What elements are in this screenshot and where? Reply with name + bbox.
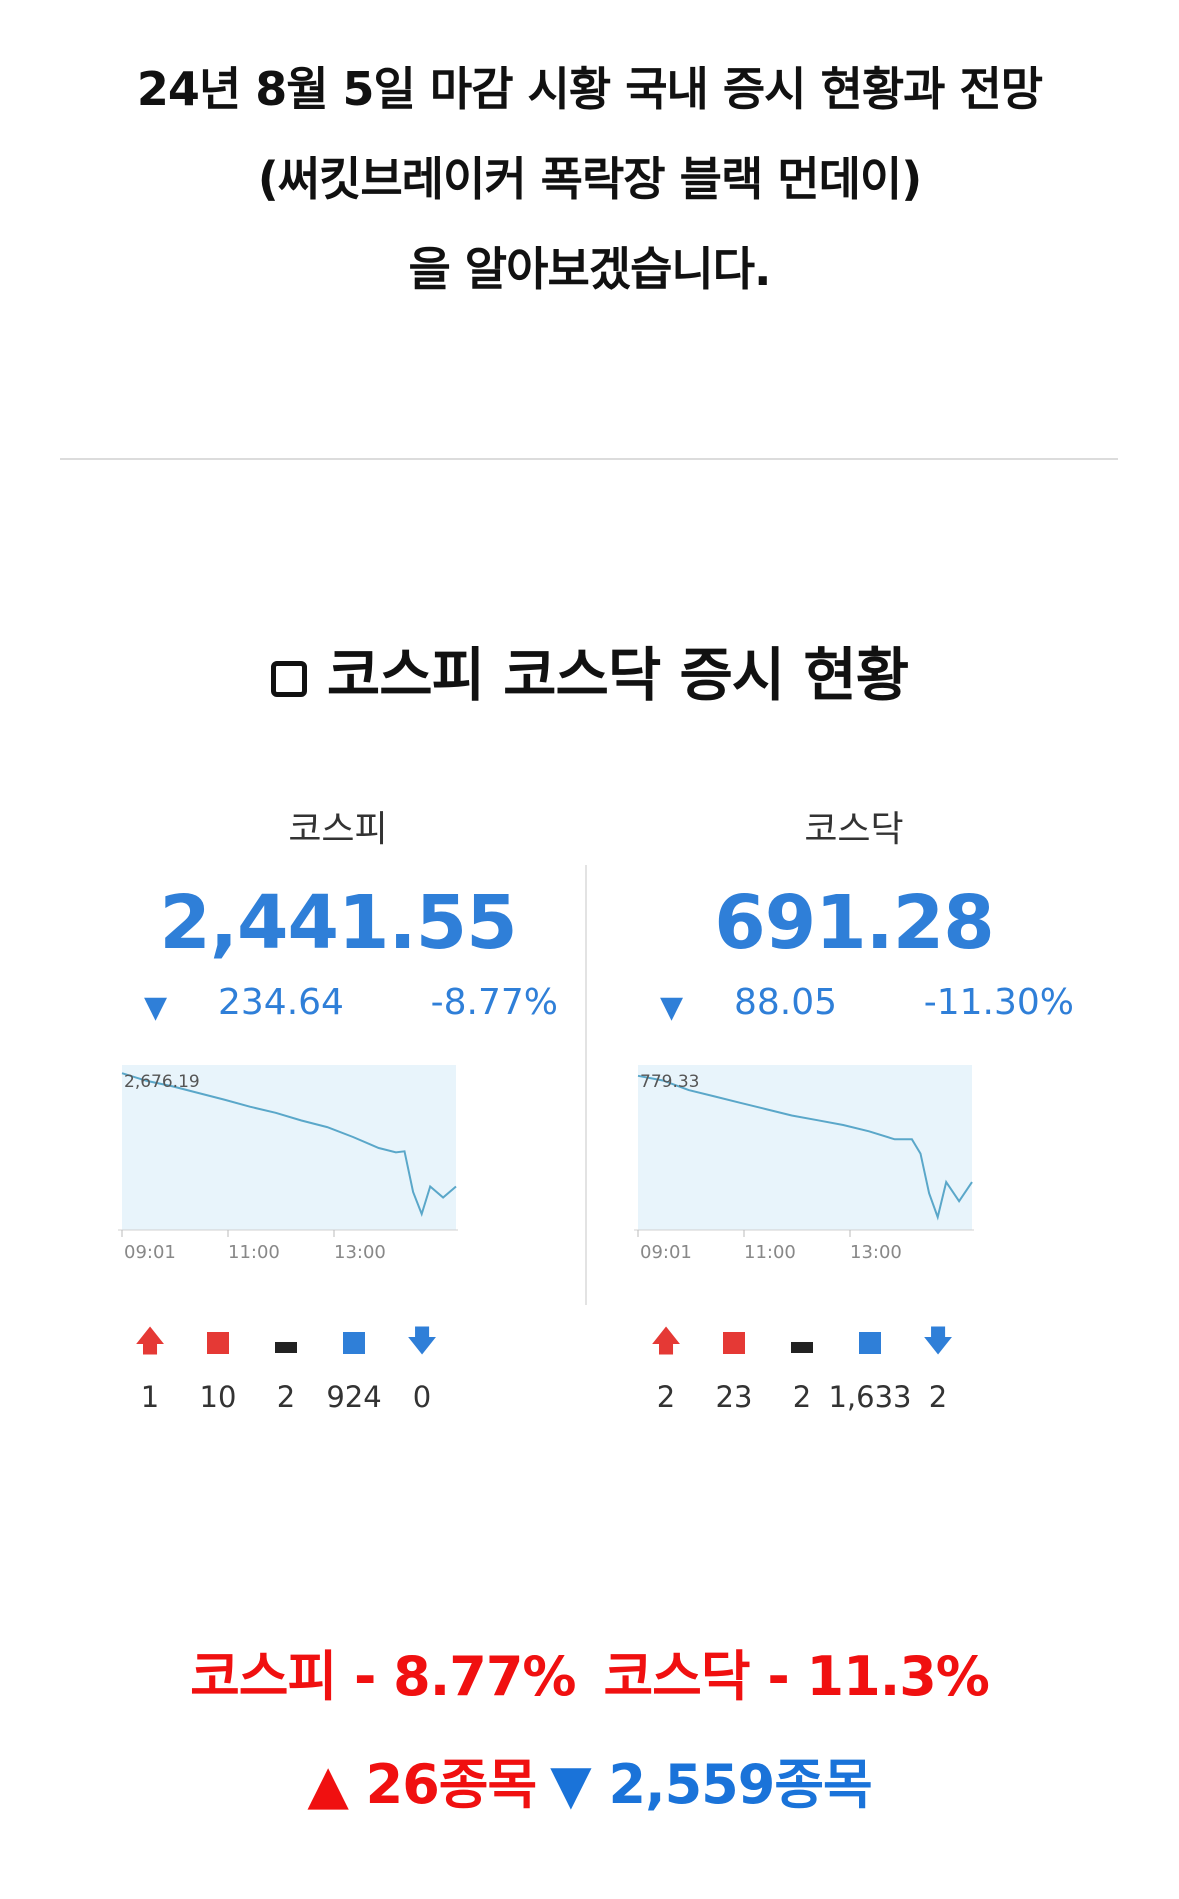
down-count: 2,559종목 [608,1753,873,1816]
index-name: 코스닥 [804,809,904,850]
flat-bar-icon [226,1320,346,1364]
section-heading-text: 코스피 코스닥 증시 현황 [326,641,909,709]
summary-down: ▼ 2,559종목 [550,1753,873,1816]
intro-line-3: 을 알아보겠습니다. [408,242,771,296]
breadth-count: 2 [792,1380,812,1414]
breadth-count: 23 [715,1380,753,1414]
down-triangle-icon: ▼ [550,1753,592,1816]
kosdaq-intraday-chart: 779.33 09:01 11:00 13:00 [634,1065,974,1263]
breadth-lower-limit: 🡇 0 [362,1320,482,1414]
chart-line [121,1072,457,1218]
summary-kospi-change: 코스피 - 8.77% [190,1645,576,1708]
blue-square-icon [810,1320,930,1364]
index-change: ▼ 234.64 -8.77% [118,982,558,1032]
breadth-rising: 23 [674,1320,794,1414]
checkbox-square-icon [270,661,307,697]
index-value: 2,441.55 [159,880,517,966]
flat-bar-icon [742,1320,862,1364]
index-change: ▼ 88.05 -11.30% [634,982,1074,1032]
down-triangle-icon: ▼ [144,990,168,1025]
breadth-count: 0 [412,1380,432,1414]
down-arrow-icon: 🡇 [406,1324,438,1359]
summary-change-line: 코스피 - 8.77% 코스닥 - 11.3% [0,1632,1179,1711]
up-count: 26종목 [365,1753,538,1816]
breadth-count: 924 [326,1380,382,1414]
chart-line [637,1074,973,1221]
chart-fill-area [638,1075,972,1225]
x-tick-label: 11:00 [228,1242,280,1263]
breadth-falling: 924 [294,1320,414,1414]
up-arrow-icon: 🡅 [650,1324,682,1359]
x-tick-label: 11:00 [744,1242,796,1263]
breadth-count: 2 [276,1380,296,1414]
change-amount: 88.05 [734,982,838,1023]
breadth-unchanged: 2 [226,1320,346,1414]
index-name: 코스피 [288,809,388,850]
down-arrow-icon: 🡇 [922,1324,954,1359]
summary-up: ▲ 26종목 [307,1753,538,1816]
chart-ref-label: 779.33 [640,1072,699,1092]
change-percent: -8.77% [430,982,558,1023]
down-triangle-icon: ▼ [660,990,684,1025]
horizontal-divider [60,458,1118,460]
breadth-count: 1 [140,1380,160,1414]
panel-separator [585,865,587,1305]
index-value: 691.28 [714,880,995,966]
x-tick-label: 13:00 [850,1242,902,1263]
section-heading: 코스피 코스닥 증시 현황 [0,628,1179,712]
change-amount: 234.64 [218,982,344,1023]
red-square-icon [158,1320,278,1364]
intro-text: 24년 8월 5일 마감 시황 국내 증시 현황과 전망 (써킷브레이커 폭락장… [0,44,1179,314]
breadth-count: 2 [656,1380,676,1414]
chart-ref-label: 2,676.19 [124,1072,200,1092]
intro-line-1: 24년 8월 5일 마감 시황 국내 증시 현황과 전망 [136,62,1043,116]
change-percent: -11.30% [923,982,1074,1023]
breadth-unchanged: 2 [742,1320,862,1414]
breadth-count: 10 [199,1380,237,1414]
kospi-intraday-chart: 2,676.19 09:01 11:00 13:00 [118,1065,458,1263]
chart-fill-area [122,1073,456,1225]
x-tick-label: 09:01 [640,1242,692,1263]
breadth-rising: 10 [158,1320,278,1414]
market-breadth: 🡅 2 23 2 1,633 🡇 2 [634,1320,1074,1430]
breadth-falling: 1,633 [810,1320,930,1414]
breadth-upper-limit: 🡅 1 [90,1320,210,1414]
breadth-upper-limit: 🡅 2 [606,1320,726,1414]
breadth-count: 2 [928,1380,948,1414]
intro-line-2: (써킷브레이커 폭락장 블랙 먼데이) [257,152,923,206]
up-arrow-icon: 🡅 [134,1324,166,1359]
x-tick-label: 09:01 [124,1242,176,1263]
x-tick-label: 13:00 [334,1242,386,1263]
up-triangle-icon: ▲ [307,1753,349,1816]
blue-square-icon [294,1320,414,1364]
summary-breadth-line: ▲ 26종목 ▼ 2,559종목 [0,1740,1179,1819]
red-square-icon [674,1320,794,1364]
summary-kosdaq-change: 코스닥 - 11.3% [603,1645,990,1708]
market-breadth: 🡅 1 10 2 924 🡇 0 [118,1320,558,1430]
breadth-lower-limit: 🡇 2 [878,1320,998,1414]
breadth-count: 1,633 [828,1380,912,1414]
